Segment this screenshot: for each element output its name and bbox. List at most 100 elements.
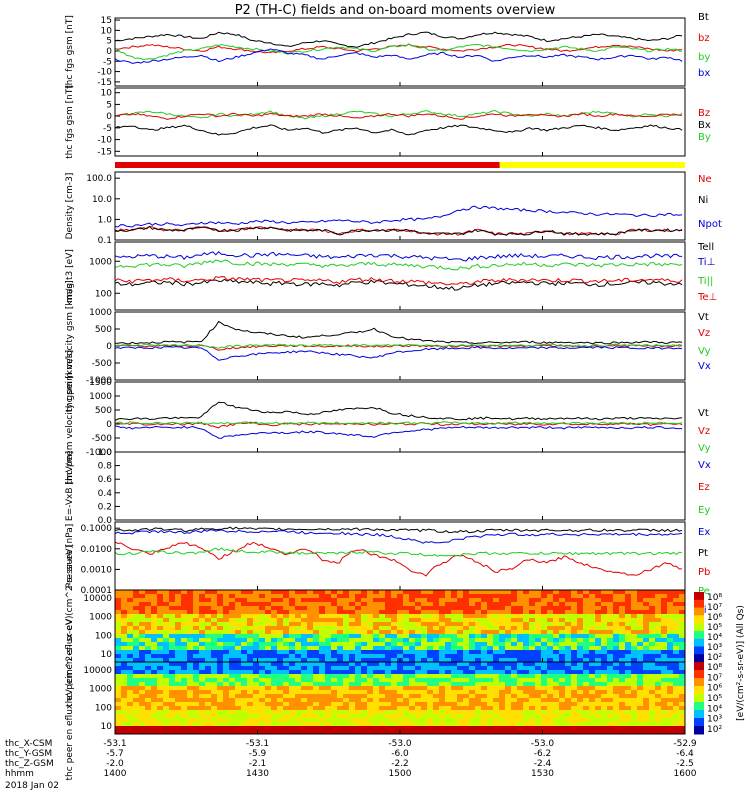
spectrogram-cell [595,670,602,675]
spectrogram-cell [421,718,428,723]
spectrogram-cell [517,718,524,723]
spectrogram-cell [589,718,596,723]
spectrogram-cell [577,730,584,735]
spectrogram-cell [175,658,182,663]
spectrogram-cell [643,642,650,647]
spectrogram-cell [643,622,650,627]
spectrogram-cell [679,618,686,623]
spectrogram-cell [409,698,416,703]
spectrogram-cell [535,714,542,719]
spectrogram-cell [565,678,572,683]
spectrogram-cell [241,602,248,607]
spectrogram-cell [595,710,602,715]
spectrogram-cell [343,682,350,687]
spectrogram-cell [631,666,638,671]
spectrogram-cell [613,630,620,635]
spectrogram-cell [511,722,518,727]
spectrogram-cell [367,678,374,683]
spectrogram-cell [493,658,500,663]
spectrogram-cell [385,630,392,635]
spectrogram-cell [421,594,428,599]
spectrogram-cell [181,678,188,683]
spectrogram-cell [661,630,668,635]
y-tick-label: 10000 [83,666,112,676]
spectrogram-cell [397,654,404,659]
spectrogram-cell [133,618,140,623]
spectrogram-cell [559,730,566,735]
spectrogram-cell [115,618,122,623]
spectrogram-cell [481,678,488,683]
spectrogram-cell [385,710,392,715]
spectrogram-cell [439,638,446,643]
spectrogram-cell [577,654,584,659]
spectrogram-cell [157,690,164,695]
spectrogram-cell [451,618,458,623]
spectrogram-cell [607,618,614,623]
y-label: Pressure [nPa] [65,524,75,589]
legend-Pt: Pt [698,548,708,559]
spectrogram-cell [499,710,506,715]
spectrogram-cell [409,710,416,715]
spectrogram-cell [667,702,674,707]
spectrogram-cell [547,630,554,635]
spectrogram-cell [637,694,644,699]
spectrogram-cell [619,634,626,639]
spectrogram-cell [427,602,434,607]
spectrogram-cell [199,618,206,623]
spectrogram-cell [535,606,542,611]
spectrogram-cell [493,598,500,603]
spectrogram-cell [367,666,374,671]
spectrogram-cell [403,710,410,715]
spectrogram-cell [625,642,632,647]
spectrogram-cell [649,618,656,623]
spectrogram-cell [457,602,464,607]
spectrogram-cell [265,598,272,603]
spectrogram-cell [217,694,224,699]
series-line-Vx [114,346,683,361]
spectrogram-cell [679,594,686,599]
spectrogram-cell [583,650,590,655]
spectrogram-cell [571,726,578,731]
spectrogram-cell [235,630,242,635]
spectrogram-cell [607,674,614,679]
spectrogram-cell [601,674,608,679]
spectrogram-cell [199,630,206,635]
spectrogram-cell [673,594,680,599]
spectrogram-cell [223,722,230,727]
spectrogram-cell [187,650,194,655]
spectrogram-cell [421,602,428,607]
spectrogram-cell [493,726,500,731]
spectrogram-cell [553,670,560,675]
spectrogram-cell [319,662,326,667]
spectrogram-cell [427,598,434,603]
spectrogram-cell [637,666,644,671]
spectrogram-cell [325,658,332,663]
spectrogram-cell [331,690,338,695]
spectrogram-cell [301,710,308,715]
spectrogram-cell [445,646,452,651]
spectrogram-cell [487,590,494,595]
spectrogram-cell [277,714,284,719]
spectrogram-cell [247,618,254,623]
spectrogram-cell [631,602,638,607]
spectrogram-cell [403,702,410,707]
spectrogram-cell [619,622,626,627]
spectrogram-cell [661,614,668,619]
series-line-Bx [114,124,683,136]
legend-bx: bx [698,68,710,79]
spectrogram-cell [427,678,434,683]
spectrogram-cell [505,594,512,599]
spectrogram-cell [637,618,644,623]
spectrogram-cell [517,730,524,735]
spectrogram-cell [313,706,320,711]
spectrogram-cell [427,682,434,687]
spectrogram-cell [259,678,266,683]
y-tick-label: 0.4 [98,489,113,499]
spectrogram-cell [439,714,446,719]
spectrogram-cell [409,714,416,719]
spectrogram-cell [595,682,602,687]
spectrogram-cell [511,602,518,607]
spectrogram-cell [385,702,392,707]
spectrogram-cell [211,702,218,707]
spectrogram-cell [673,670,680,675]
